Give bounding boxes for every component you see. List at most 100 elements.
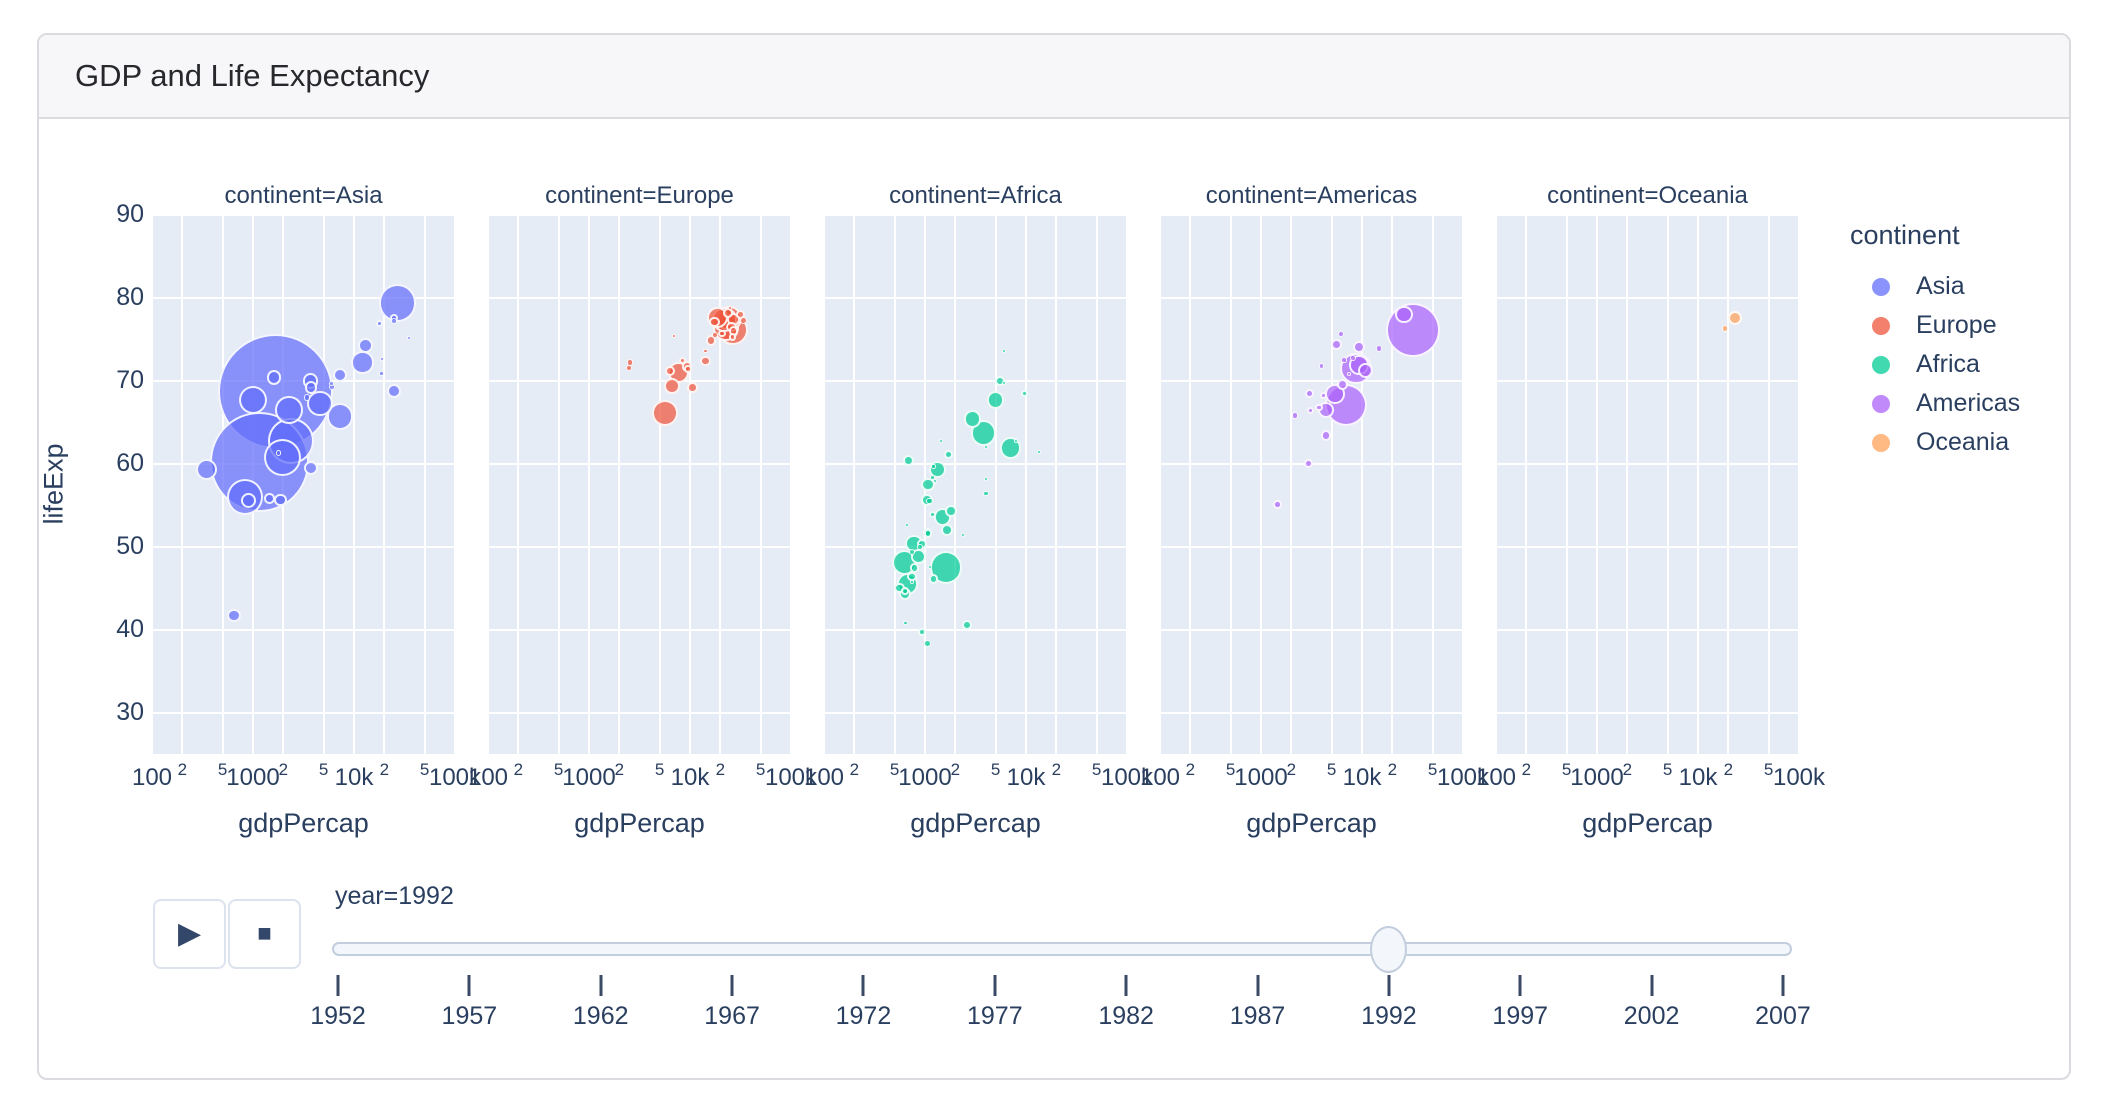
x-tick-label: 1000 bbox=[898, 764, 952, 791]
horizontal-gridline bbox=[824, 379, 1127, 382]
x-axis-title: gdpPercap bbox=[574, 808, 705, 838]
horizontal-gridline bbox=[824, 545, 1127, 548]
bubble-iraq bbox=[303, 460, 319, 476]
x-tick-label: 1000 bbox=[1234, 764, 1288, 791]
bubble-niger bbox=[909, 563, 920, 574]
year-slider-rail[interactable] bbox=[332, 942, 1792, 956]
bubble-afghanistan bbox=[227, 608, 241, 623]
vertical-gridline bbox=[689, 215, 691, 754]
x-axis-title: gdpPercap bbox=[1582, 808, 1713, 838]
x-tick-label: 5 bbox=[1561, 760, 1572, 779]
bubble-trinidad-and-tobago bbox=[1346, 372, 1351, 377]
bubble-vietnam bbox=[238, 385, 267, 414]
bubble-turkey bbox=[652, 400, 678, 427]
bubble-costa-rica bbox=[1337, 330, 1344, 337]
bubble-canada bbox=[1395, 305, 1414, 324]
x-tick-label: 2 bbox=[614, 760, 625, 779]
horizontal-gridline bbox=[1160, 379, 1463, 382]
card-header: GDP and Life Expectancy bbox=[39, 35, 2069, 119]
year-slider-handle[interactable] bbox=[1370, 926, 1408, 973]
bubble-algeria bbox=[987, 391, 1005, 409]
vertical-gridline bbox=[1189, 215, 1192, 754]
x-tick-label: 2 bbox=[278, 760, 289, 779]
slider-tick-mark bbox=[1781, 975, 1785, 996]
x-tick-label: 2 bbox=[1286, 760, 1297, 779]
bubble-panama bbox=[1341, 357, 1347, 363]
x-tick-label: 10k bbox=[334, 764, 374, 791]
horizontal-gridline bbox=[152, 711, 455, 714]
horizontal-gridline bbox=[488, 462, 791, 465]
x-tick-label: 100 bbox=[803, 764, 845, 791]
vertical-gridline bbox=[152, 215, 153, 754]
bubble-djibouti bbox=[960, 533, 965, 538]
bubble-pakistan bbox=[264, 438, 302, 476]
legend-item-americas[interactable]: Americas bbox=[1850, 384, 2020, 423]
bubble-iceland bbox=[728, 305, 733, 310]
stop-button[interactable]: ■ bbox=[228, 899, 301, 969]
bubble-benin bbox=[928, 510, 937, 519]
bubble-cuba bbox=[1330, 338, 1343, 350]
x-tick-label: 1000 bbox=[226, 764, 280, 791]
bubble-angola bbox=[962, 619, 973, 630]
legend-item-label: Oceania bbox=[1916, 428, 2010, 456]
bubble-cambodia bbox=[263, 493, 275, 504]
bubble-nicaragua bbox=[1291, 412, 1299, 420]
y-tick-label: 60 bbox=[116, 448, 144, 477]
slider-tick-mark bbox=[1650, 975, 1654, 996]
bubble-liberia bbox=[902, 620, 908, 626]
legend-item-oceania[interactable]: Oceania bbox=[1850, 423, 2020, 462]
x-tick-label: 5 bbox=[1326, 760, 1337, 779]
bubble-kuwait bbox=[406, 335, 411, 340]
x-tick-label: 5 bbox=[889, 760, 900, 779]
slider-tick-mark bbox=[730, 975, 734, 996]
bubble-slovenia bbox=[703, 348, 708, 354]
x-tick-label: 2 bbox=[1622, 760, 1633, 779]
bubble-ireland bbox=[711, 332, 718, 339]
legend-item-asia[interactable]: Asia bbox=[1850, 267, 2020, 306]
horizontal-gridline bbox=[488, 215, 791, 216]
x-tick-label: 2 bbox=[1387, 760, 1398, 779]
legend-item-africa[interactable]: Africa bbox=[1850, 345, 2020, 384]
x-tick-label: 10k bbox=[1342, 764, 1382, 791]
bubble-comoros bbox=[932, 479, 937, 484]
slider-tick-mark bbox=[1256, 975, 1260, 996]
x-tick-label: 100 bbox=[467, 764, 509, 791]
bubble-philippines bbox=[275, 396, 303, 424]
slider-tick-mark bbox=[861, 975, 865, 996]
stop-icon: ■ bbox=[257, 920, 272, 947]
legend-item-europe[interactable]: Europe bbox=[1850, 306, 2020, 345]
x-tick-label: 5 bbox=[318, 760, 329, 779]
facet-panel-europe bbox=[488, 215, 791, 754]
x-tick-label: 5 bbox=[990, 760, 1001, 779]
x-tick-label: 5 bbox=[755, 760, 766, 779]
slider-tick-label: 1992 bbox=[1361, 1002, 1417, 1030]
slider-tick-label: 1952 bbox=[310, 1002, 366, 1030]
play-button[interactable]: ▶ bbox=[153, 899, 226, 969]
bubble-egypt bbox=[970, 420, 997, 447]
bubble-guinea bbox=[923, 529, 933, 538]
facet-title: continent=Europe bbox=[545, 182, 734, 209]
bubble-west-bank-and-gaza bbox=[329, 380, 335, 386]
bubble-paraguay bbox=[1320, 392, 1328, 400]
x-tick-label: 100 bbox=[1475, 764, 1517, 791]
bubble-sweden bbox=[723, 307, 734, 318]
vertical-gridline bbox=[1229, 215, 1232, 754]
horizontal-gridline bbox=[824, 711, 1127, 714]
y-tick-label: 80 bbox=[116, 282, 144, 311]
bubble-chile bbox=[1352, 340, 1366, 354]
horizontal-gridline bbox=[824, 215, 1127, 216]
vertical-gridline bbox=[1462, 215, 1463, 754]
vertical-gridline bbox=[1330, 215, 1333, 754]
chart-card: GDP and Life Expectancy continent=Asia co… bbox=[37, 33, 2071, 1080]
play-icon: ▶ bbox=[177, 917, 202, 950]
x-tick-label: 2 bbox=[1723, 760, 1734, 779]
bubble-reunion bbox=[1002, 348, 1007, 353]
x-tick-label: 1000 bbox=[1570, 764, 1624, 791]
vertical-gridline bbox=[322, 215, 325, 754]
x-axis-title: gdpPercap bbox=[238, 808, 369, 838]
vertical-gridline bbox=[658, 215, 661, 754]
facet-panel-africa bbox=[824, 215, 1127, 754]
x-tick-label: 10k bbox=[1006, 764, 1046, 791]
facet-panel-oceania bbox=[1496, 215, 1799, 754]
horizontal-gridline bbox=[152, 628, 455, 631]
